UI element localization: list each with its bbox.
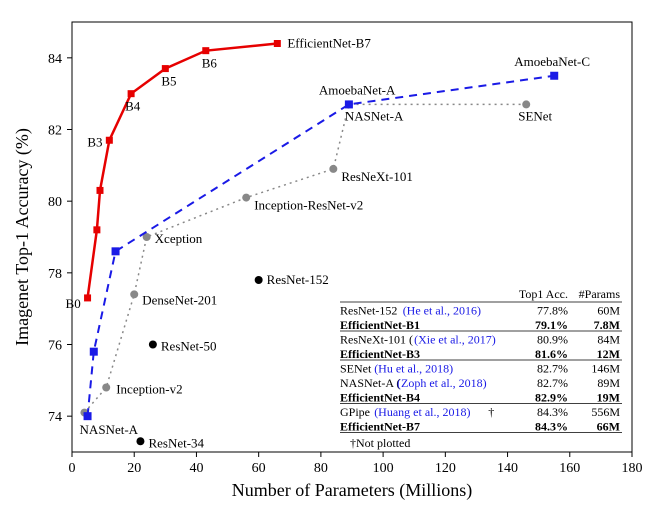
y-tick-label: 80: [48, 195, 62, 210]
table-citation-link[interactable]: (Huang et al., 2018): [374, 405, 470, 419]
table-cell: 82.9%: [535, 391, 568, 405]
table-cell: EfficientNet-B1: [340, 318, 420, 332]
table-cell: 556M: [591, 405, 620, 419]
gray-series-point-label: Xception: [155, 231, 203, 246]
red-series-point-label: B6: [202, 56, 218, 71]
table-cell: 81.6%: [535, 347, 568, 361]
table-cell: EfficientNet-B4: [340, 391, 420, 405]
table-cell: 82.7%: [537, 376, 568, 390]
table-cell: 7.8M: [594, 318, 620, 332]
gray-series-point-label: Inception-ResNet-v2: [254, 198, 363, 213]
table-citation-link[interactable]: (He et al., 2016): [403, 304, 481, 318]
red-series-marker: [106, 137, 112, 143]
x-tick-label: 140: [497, 461, 518, 476]
y-tick-label: 78: [48, 267, 62, 282]
gray-series-marker: [329, 165, 337, 173]
red-series-point-label: B4: [125, 99, 141, 114]
gray-series-point-label: SENet: [518, 108, 552, 123]
blue-series-marker: [345, 101, 352, 108]
table-header: #Params: [579, 287, 621, 301]
table-citation-link[interactable]: (Zoph et al., 2018): [397, 376, 487, 390]
gray-series-marker: [130, 290, 138, 298]
table-cell: 60M: [597, 304, 620, 318]
gray-series-point-label: ResNeXt-101: [341, 169, 413, 184]
table-cell: NASNet-A (: [340, 376, 400, 390]
blue-series-marker: [112, 248, 119, 255]
red-series-marker: [274, 41, 280, 47]
gray-series-point-label: DenseNet-201: [142, 292, 217, 307]
table-cell: ResNeXt-101 (: [340, 333, 413, 347]
gray-series-line: [84, 104, 526, 412]
blue-series-point-label: NASNet-A: [80, 422, 139, 437]
red-series-marker: [85, 295, 91, 301]
y-tick-label: 74: [48, 410, 62, 425]
red-series-point-label: B5: [161, 74, 176, 89]
blue-series-point-label: AmoebaNet-A: [319, 82, 396, 97]
table-cell: 77.8%: [537, 304, 568, 318]
table-cell: †: [488, 405, 494, 419]
x-tick-label: 60: [252, 461, 266, 476]
table-cell: 84M: [597, 333, 620, 347]
gray-series-marker: [522, 100, 530, 108]
table-cell: 89M: [597, 376, 620, 390]
x-tick-label: 40: [189, 461, 203, 476]
isolated-marker: [149, 341, 157, 349]
blue-series-point-label: AmoebaNet-C: [514, 54, 590, 69]
table-cell: 66M: [597, 420, 620, 434]
table-cell: 80.9%: [537, 333, 568, 347]
table-cell: 84.3%: [535, 420, 568, 434]
gray-series-marker: [242, 194, 250, 202]
table-cell: 19M: [597, 391, 620, 405]
red-series-point-label: EfficientNet-B7: [287, 36, 371, 51]
table-cell: 12M: [597, 347, 620, 361]
red-series-marker: [97, 187, 103, 193]
table-cell: GPipe: [340, 405, 370, 419]
red-series-marker: [162, 66, 168, 72]
x-tick-label: 0: [69, 461, 76, 476]
x-tick-label: 160: [559, 461, 580, 476]
table-citation-link[interactable]: (Hu et al., 2018): [374, 362, 453, 376]
x-axis-label: Number of Parameters (Millions): [232, 480, 472, 501]
table-citation-link[interactable]: (Xie et al., 2017): [414, 333, 496, 347]
x-tick-label: 100: [373, 461, 394, 476]
table-cell: ResNet-152: [340, 304, 397, 318]
table-cell: 79.1%: [535, 318, 568, 332]
red-series-marker: [128, 91, 134, 97]
table-cell: SENet: [340, 362, 372, 376]
y-tick-label: 84: [48, 52, 62, 67]
table-cell: 84.3%: [537, 405, 568, 419]
red-series-marker: [94, 227, 100, 233]
blue-series-marker: [551, 72, 558, 79]
y-tick-label: 82: [48, 124, 62, 139]
blue-series-marker: [90, 348, 97, 355]
blue-series-marker: [84, 413, 91, 420]
table-header: Top1 Acc.: [519, 287, 568, 301]
table-footer: †Not plotted: [350, 436, 410, 450]
table-cell: 82.7%: [537, 362, 568, 376]
isolated-label: ResNet-50: [161, 339, 217, 354]
isolated-label: ResNet-152: [267, 272, 329, 287]
table-cell: EfficientNet-B3: [340, 347, 420, 361]
gray-series-marker: [102, 384, 110, 392]
gray-series-point-label: NASNet-A: [345, 108, 404, 123]
red-series-point-label: B0: [66, 296, 81, 311]
table-cell: EfficientNet-B7: [340, 420, 420, 434]
x-tick-label: 180: [622, 461, 643, 476]
red-series-marker: [203, 48, 209, 54]
y-tick-label: 76: [48, 339, 62, 354]
red-series-point-label: B3: [87, 134, 102, 149]
x-tick-label: 120: [435, 461, 456, 476]
red-series-line: [88, 44, 278, 298]
x-tick-label: 20: [127, 461, 141, 476]
isolated-marker: [136, 437, 144, 445]
isolated-marker: [255, 276, 263, 284]
y-axis-label: Imagenet Top-1 Accuracy (%): [12, 128, 33, 346]
isolated-label: ResNet-34: [148, 435, 204, 450]
gray-series-point-label: Inception-v2: [116, 382, 182, 397]
x-tick-label: 80: [314, 461, 328, 476]
table-cell: 146M: [591, 362, 620, 376]
